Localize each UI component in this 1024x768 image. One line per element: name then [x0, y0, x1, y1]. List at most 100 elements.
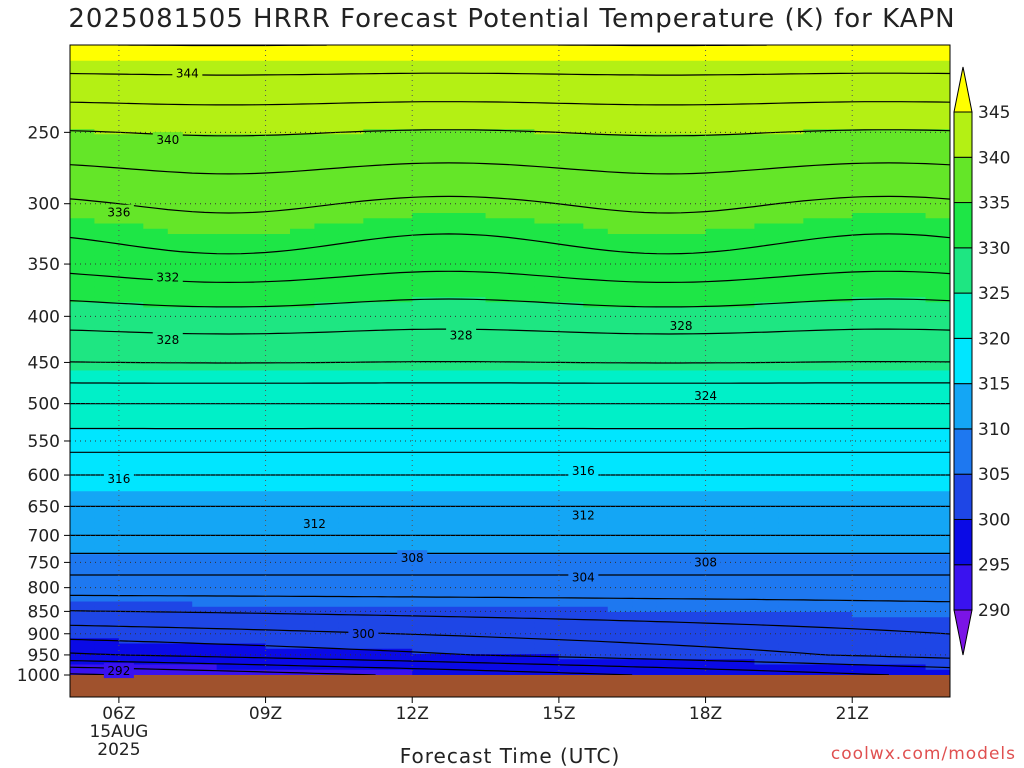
theta-band-cell — [290, 333, 316, 340]
theta-band-cell — [681, 281, 707, 288]
theta-band-cell — [461, 45, 487, 51]
theta-band-cell — [363, 659, 389, 666]
theta-band-cell — [925, 386, 950, 393]
theta-band-cell — [241, 71, 267, 78]
theta-band-cell — [681, 480, 707, 487]
theta-band-cell — [412, 218, 438, 225]
theta-band-cell — [412, 423, 438, 429]
contour-label-bg — [172, 65, 203, 81]
theta-band-cell — [632, 286, 658, 293]
theta-band-cell — [778, 291, 804, 298]
theta-band-cell — [510, 417, 536, 424]
theta-band-cell — [241, 66, 267, 72]
theta-band-cell — [485, 522, 511, 529]
theta-band-cell — [412, 129, 438, 135]
theta-band-cell — [681, 291, 707, 298]
theta-band-cell — [583, 171, 609, 177]
theta-band-cell — [681, 454, 707, 461]
theta-band-cell — [265, 480, 291, 487]
theta-band-cell — [94, 197, 120, 204]
theta-band-cell — [241, 260, 267, 267]
theta-band-cell — [852, 454, 878, 461]
theta-band-cell — [94, 218, 120, 225]
theta-band-cell — [754, 349, 780, 356]
theta-color-bands — [70, 45, 950, 675]
theta-band-cell — [192, 617, 218, 624]
colorbar-segment-305 — [953, 428, 973, 475]
theta-band-cell — [583, 459, 609, 466]
theta-band-cell — [314, 171, 340, 177]
theta-band-cell — [338, 108, 364, 114]
theta-band-cell — [387, 202, 413, 209]
theta-band-cell — [387, 538, 413, 545]
theta-band-cell — [827, 486, 853, 492]
theta-band-cell — [852, 622, 878, 629]
theta-band-cell — [338, 92, 364, 99]
theta-band-cell — [363, 207, 389, 214]
theta-band-cell — [290, 50, 316, 57]
theta-band-cell — [852, 643, 878, 650]
theta-band-cell — [656, 654, 682, 660]
theta-band-cell — [387, 92, 413, 99]
theta-band-cell — [607, 66, 633, 72]
theta-band-cell — [70, 459, 96, 466]
theta-band-cell — [436, 627, 462, 634]
theta-band-cell — [754, 491, 780, 498]
theta-band-cell — [632, 123, 658, 130]
theta-band-cell — [778, 528, 804, 534]
theta-band-cell — [681, 627, 707, 634]
theta-band-cell — [70, 381, 96, 387]
theta-band-cell — [363, 55, 389, 62]
theta-band-cell — [338, 370, 364, 377]
theta-band-cell — [485, 412, 511, 419]
theta-band-cell — [558, 381, 584, 387]
theta-band-cell — [876, 333, 902, 340]
theta-band-cell — [681, 606, 707, 613]
theta-band-cell — [290, 66, 316, 72]
theta-band-cell — [241, 381, 267, 387]
theta-band-cell — [925, 171, 950, 177]
theta-band-cell — [852, 465, 878, 471]
theta-band-cell — [387, 459, 413, 466]
theta-band-cell — [925, 501, 950, 508]
theta-band-cell — [681, 307, 707, 314]
theta-band-cell — [876, 370, 902, 377]
theta-band-cell — [607, 318, 633, 324]
theta-band-cell — [852, 512, 878, 519]
theta-band-cell — [510, 276, 536, 282]
grid-lines — [70, 45, 950, 675]
y-tick-label-250: 250 — [28, 123, 60, 143]
theta-band-cell — [216, 549, 242, 555]
theta-band-cell — [290, 633, 316, 639]
theta-band-cell — [827, 118, 853, 125]
theta-band-cell — [558, 638, 584, 645]
theta-band-cell — [583, 543, 609, 550]
theta-band-cell — [387, 60, 413, 67]
theta-band-cell — [363, 517, 389, 524]
theta-band-cell — [412, 165, 438, 172]
theta-band-cell — [338, 333, 364, 340]
theta-band-cell — [118, 633, 144, 639]
theta-band-cell — [143, 76, 169, 83]
theta-band-cell — [485, 328, 511, 335]
theta-band-cell — [485, 55, 511, 62]
theta-band-cell — [167, 118, 193, 125]
theta-band-cell — [510, 633, 536, 639]
theta-contour-336 — [70, 195, 950, 214]
theta-band-cell — [583, 176, 609, 183]
theta-band-cell — [461, 507, 487, 513]
theta-band-cell — [192, 512, 218, 519]
theta-band-cell — [167, 633, 193, 639]
theta-band-cell — [94, 386, 120, 393]
theta-band-cell — [876, 97, 902, 104]
theta-band-cell — [338, 433, 364, 440]
theta-band-cell — [265, 181, 291, 188]
theta-band-cell — [412, 412, 438, 419]
theta-band-cell — [803, 512, 829, 519]
theta-band-cell — [216, 118, 242, 125]
theta-band-cell — [167, 186, 193, 193]
theta-band-cell — [901, 302, 927, 309]
theta-band-cell — [216, 333, 242, 340]
theta-band-cell — [485, 402, 511, 408]
theta-band-cell — [192, 239, 218, 246]
